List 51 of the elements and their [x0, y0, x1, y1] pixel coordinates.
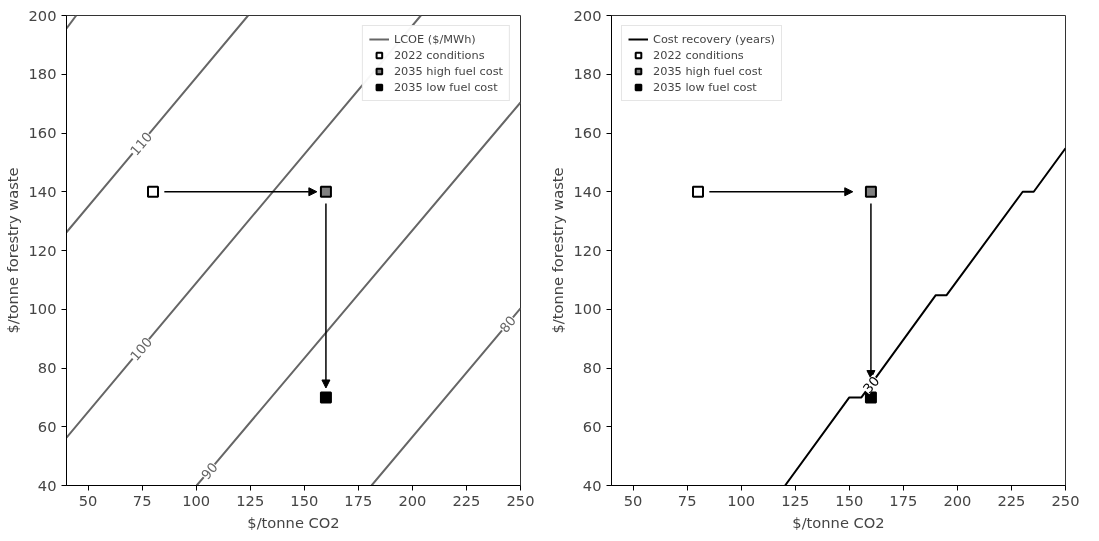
legend-label: LCOE ($/MWh)	[393, 32, 476, 46]
annotation: 80	[496, 312, 520, 336]
x-tick-label: 200	[398, 491, 427, 509]
annotation: 90	[198, 459, 221, 483]
y-tick-label: 100	[28, 300, 57, 318]
y-tick-label: 40	[37, 476, 57, 494]
y-tick-label: 80	[37, 359, 57, 376]
y-tick-label: 140	[573, 182, 602, 200]
y-tick-label: 100	[573, 300, 602, 318]
annotation: 30	[860, 373, 883, 397]
x-tick-label: 75	[132, 491, 152, 509]
y-tick-label: 40	[582, 476, 602, 494]
x-tick-label: 50	[623, 491, 643, 509]
y-tick-label: 120	[28, 241, 57, 259]
x-axis-title: $/tonne CO2	[792, 513, 885, 531]
legend-label: 2022 conditions	[653, 48, 744, 62]
y-tick-label: 200	[573, 6, 602, 24]
x-tick-label: 100	[182, 491, 211, 509]
legend-label: 2035 low fuel cost	[393, 80, 498, 94]
y-axis-title: $/tonne forestry waste	[3, 167, 21, 334]
y-tick-label: 120	[573, 241, 602, 259]
y-tick-label: 140	[28, 182, 57, 200]
x-tick-label: 125	[236, 491, 265, 509]
legend-label: 2035 high fuel cost	[653, 64, 763, 78]
y-tick-label: 60	[582, 417, 602, 435]
x-tick-label: 225	[452, 491, 481, 509]
x-tick-label: 175	[889, 491, 918, 509]
y-axis-title: $/tonne forestry waste	[548, 167, 566, 334]
x-tick-label: 250	[1051, 491, 1080, 509]
legend-label: 2022 conditions	[393, 48, 485, 62]
x-tick-label: 150	[290, 491, 319, 509]
x-tick-label: 200	[943, 491, 972, 509]
x-tick-label: 75	[677, 491, 697, 509]
y-tick-label: 180	[573, 65, 602, 83]
y-tick-label: 200	[28, 6, 57, 24]
x-axis-title: $/tonne CO2	[247, 513, 340, 531]
legend-label: 2035 high fuel cost	[393, 64, 503, 78]
y-tick-label: 180	[28, 65, 57, 83]
y-tick-label: 160	[28, 124, 57, 141]
x-tick-label: 50	[78, 491, 98, 509]
y-tick-label: 60	[37, 417, 57, 435]
legend-label: Cost recovery (years)	[653, 32, 775, 46]
x-tick-label: 175	[344, 491, 373, 509]
x-tick-label: 225	[997, 491, 1026, 509]
x-tick-label: 125	[781, 491, 810, 509]
x-tick-label: 250	[506, 491, 535, 509]
y-tick-label: 80	[582, 359, 602, 376]
y-tick-label: 160	[573, 124, 602, 141]
legend-label: 2035 low fuel cost	[653, 80, 757, 94]
x-tick-label: 100	[727, 491, 756, 509]
x-tick-label: 150	[835, 491, 864, 509]
